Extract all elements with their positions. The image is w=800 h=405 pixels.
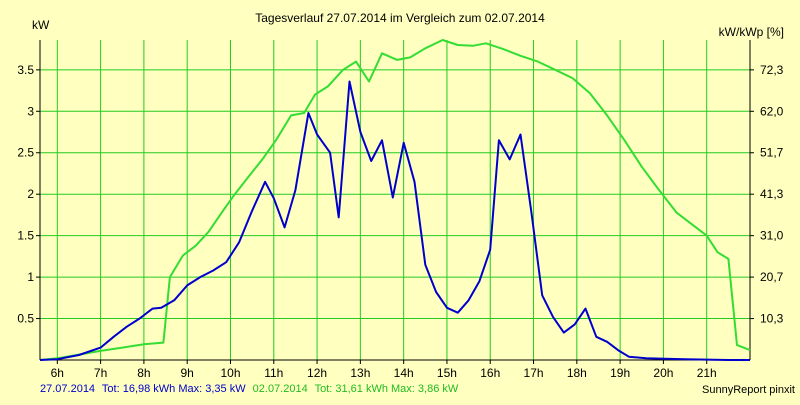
footer-credit: SunnyReport pinxit [702,384,795,396]
x-tick-label: 7h [94,366,107,380]
x-tick-label: 17h [524,366,544,380]
y-left-tick-label: 1.5 [17,229,34,243]
footer-series1-summary: 27.07.2014 Tot: 16,98 kWh Max: 3,35 kW 0… [40,383,459,395]
x-tick-label: 14h [394,366,414,380]
y-right-tick-label: 51,7 [760,146,784,160]
y-right-tick-label: 31,0 [760,229,784,243]
series-line-02-07-2014 [39,39,751,361]
footer-series1-date: 27.07.2014 [40,383,95,395]
x-tick-label: 15h [437,366,457,380]
footer-series1-stats: Tot: 16,98 kWh Max: 3,35 kW [102,383,246,395]
x-tick-label: 8h [137,366,150,380]
y-axis-left-label: kW [32,18,50,32]
footer-series2-stats: Tot: 31,61 kWh Max: 3,86 kW [315,383,459,395]
x-tick-label: 21h [697,366,717,380]
grid [40,40,750,360]
x-tick-label: 18h [567,366,587,380]
x-tick-label: 9h [181,366,194,380]
y-right-tick-label: 20,7 [760,270,784,284]
x-tick-label: 11h [264,366,283,380]
y-left-tick-label: 3.5 [17,63,34,77]
x-tick-label: 12h [307,366,327,380]
y-left-tick-label: 3 [27,104,34,118]
y-right-tick-label: 62,0 [760,104,784,118]
axes [36,40,754,364]
y-right-tick-label: 72,3 [760,63,784,77]
series-line-27-07-2014 [39,80,750,361]
footer-series2-date: 02.07.2014 [253,383,308,395]
x-tick-label: 6h [51,366,64,380]
series-lines [39,39,751,361]
x-tick-label: 13h [350,366,370,380]
y-right-tick-label: 41,3 [760,187,784,201]
y-left-tick-label: 0.5 [17,312,34,326]
chart-title: Tagesverlauf 27.07.2014 im Vergleich zum… [255,11,545,25]
x-tick-label: 19h [610,366,630,380]
y-right-tick-label: 10,3 [760,312,784,326]
y-left-tick-label: 2 [27,187,34,201]
tick-labels: 6h 7h 8h 9h 10h 11h 12h 13h 14h 15h 16h 17h 18h 19h 20… [17,63,783,380]
y-left-tick-label: 1 [27,270,34,284]
x-tick-label: 10h [220,366,240,380]
y-axis-right-label: kW/kWp [%] [719,25,784,39]
x-tick-label: 16h [480,366,500,380]
y-left-tick-label: 2.5 [17,146,34,160]
x-tick-label: 20h [653,366,673,380]
